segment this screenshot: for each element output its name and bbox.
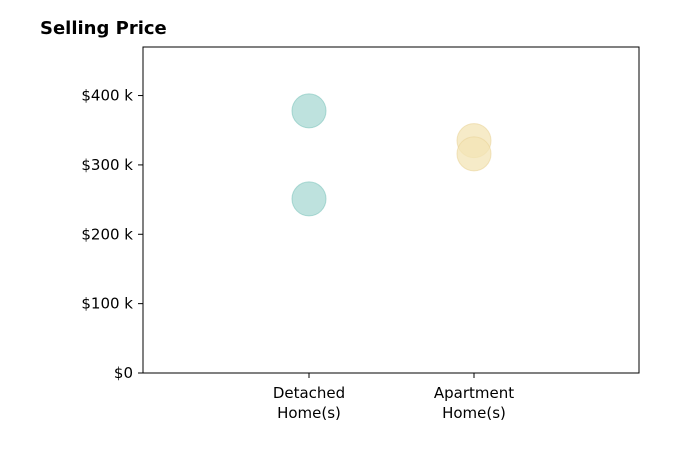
data-point [456, 136, 492, 172]
data-point [291, 93, 327, 129]
x-tick-label: Home(s) [277, 404, 341, 422]
y-axis: $0 $100 k $200 k $300 k $400 k [81, 87, 143, 382]
x-tick-label: Home(s) [442, 404, 506, 422]
y-tick-label: $300 k [81, 156, 133, 174]
y-tick-label: $0 [114, 364, 133, 382]
x-axis: Detached Home(s) Apartment Home(s) [273, 373, 514, 422]
data-point [291, 181, 327, 217]
y-tick-label: $100 k [81, 295, 133, 313]
plot-frame [142, 46, 640, 374]
chart-title: Selling Price [40, 18, 167, 39]
data-points [291, 93, 492, 217]
x-tick-label: Detached [273, 384, 345, 402]
y-tick-label: $400 k [81, 87, 133, 105]
y-tick-label: $200 k [81, 225, 133, 243]
x-tick-label: Apartment [434, 384, 514, 402]
